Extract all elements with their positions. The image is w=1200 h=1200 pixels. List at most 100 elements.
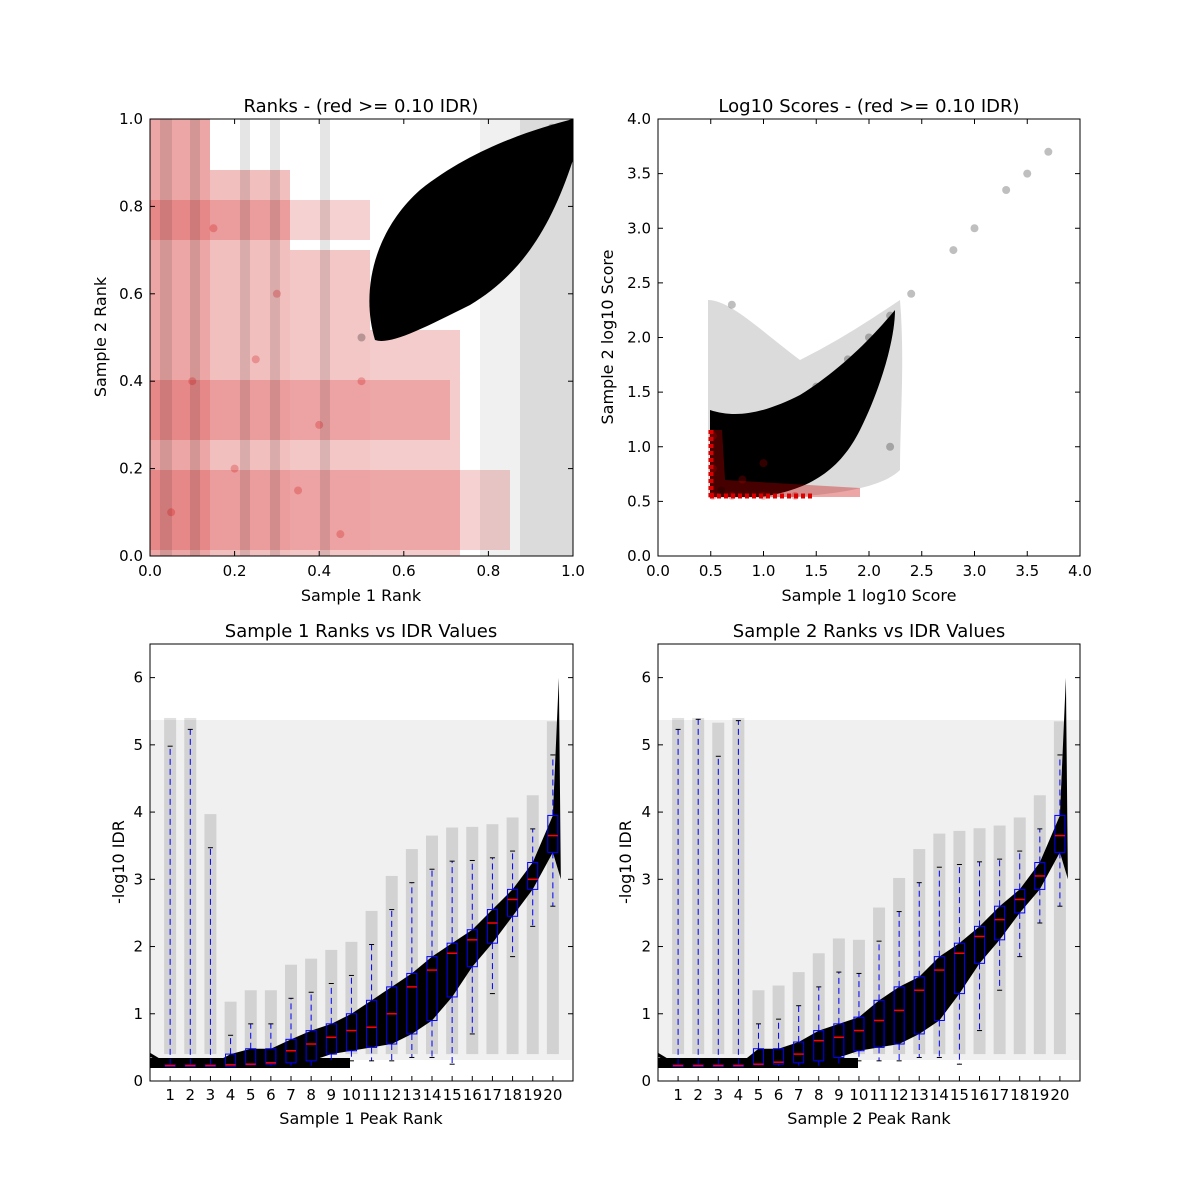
x-tick-label: 17	[990, 1086, 1009, 1104]
x-tick-label: 5	[754, 1086, 764, 1104]
box-14	[933, 866, 945, 1058]
x-tick-label: 7	[286, 1086, 296, 1104]
red-band-h3	[150, 470, 510, 550]
box-7	[793, 1005, 805, 1067]
x-tick-label: 14	[930, 1086, 949, 1104]
scatter-point-pass	[526, 167, 535, 176]
sample1-grey-scatter	[150, 720, 573, 1060]
category-scatter-column	[164, 717, 177, 1055]
scatter-point-fail	[759, 491, 768, 500]
box-body	[527, 862, 539, 890]
y-tick-label: 0.4	[119, 372, 143, 390]
box-body	[325, 1023, 337, 1055]
y-tick-label: 1.5	[627, 383, 651, 401]
box-body	[406, 972, 418, 1035]
box-8	[813, 986, 825, 1067]
ranks-y-label: Sample 2 Rank	[91, 276, 110, 397]
y-tick-label: 0.5	[627, 492, 651, 510]
box-body	[486, 909, 498, 944]
category-scatter-column	[264, 990, 277, 1055]
x-tick-label: 13	[402, 1086, 421, 1104]
sample1-box-panel: 1 2 3 4 5 6 7 8 9 10 11 12 13 14 15 16 17 18 19 20 0123456 …	[109, 621, 574, 1128]
box-4	[225, 1034, 237, 1067]
y-tick-label: 6	[133, 669, 143, 687]
scatter-point-fail	[188, 377, 197, 386]
box-body	[386, 986, 398, 1045]
y-tick-label: 1.0	[627, 438, 651, 456]
scatter-point-fail	[272, 289, 281, 298]
category-scatter-column	[184, 717, 197, 1055]
y-tick-label: 0.0	[119, 547, 143, 565]
scatter-point-pass	[812, 382, 821, 391]
box-16	[974, 861, 986, 1032]
scatter-point-pass	[949, 246, 958, 255]
y-tick-label: 1	[133, 1005, 143, 1023]
box-17	[994, 858, 1006, 991]
ranks-red-band-layer	[150, 119, 510, 556]
x-tick-label: 3.0	[963, 562, 987, 580]
scatter-point-fail	[708, 491, 717, 500]
box-body	[265, 1048, 277, 1065]
x-tick-label: 8	[306, 1086, 316, 1104]
x-tick-label: 0.0	[138, 562, 162, 580]
category-scatter-column	[1033, 795, 1046, 1055]
box-body	[446, 942, 458, 998]
box-2	[692, 718, 704, 1067]
sample1-plot-area	[150, 677, 573, 1068]
scatter-point-pass	[886, 442, 895, 451]
y-tick-label: 6	[641, 669, 651, 687]
y-tick-label: 0.0	[627, 547, 651, 565]
scatter-point-pass	[843, 355, 852, 364]
scatter-point-fail	[230, 464, 239, 473]
y-tick-label: 2.0	[627, 329, 651, 347]
box-body	[793, 1041, 805, 1064]
sample2-y-label: -log10 IDR	[616, 820, 635, 904]
box-20	[547, 754, 559, 907]
box-body	[893, 986, 905, 1045]
ranks-y-ticks: 0.0 0.2 0.4 0.6 0.8 1.0	[119, 110, 573, 565]
box-body	[833, 1023, 845, 1058]
scatter-point-pass	[526, 136, 535, 145]
scatter-point-pass	[1002, 186, 1011, 195]
sample1-x-label: Sample 1 Peak Rank	[279, 1109, 443, 1128]
box-body	[1054, 814, 1066, 853]
x-tick-label: 18	[503, 1086, 522, 1104]
box-9	[833, 971, 845, 1065]
sample2-title: Sample 2 Ranks vs IDR Values	[733, 621, 1005, 642]
scatter-point-fail	[209, 224, 218, 233]
scatter-point-pass	[442, 202, 451, 211]
red-band-v2	[210, 170, 290, 556]
box-body	[225, 1053, 237, 1067]
box-body	[994, 905, 1006, 941]
box-12	[893, 911, 905, 1062]
x-tick-label: 15	[443, 1086, 462, 1104]
x-tick-label: 19	[1030, 1086, 1049, 1104]
sample1-y-label: -log10 IDR	[109, 820, 128, 904]
x-tick-label: 10	[342, 1086, 361, 1104]
scatter-point-pass	[399, 246, 408, 255]
y-tick-label: 3.0	[627, 219, 651, 237]
sample1-x-ticks: 1 2 3 4 5 6 7 8 9 10 11 12 13 14 15 16 17 18 19 20	[165, 1076, 562, 1104]
sample2-box-panel: 1 2 3 4 5 6 7 8 9 10 11 12 13 14 15 16 17 18 19 20 0123456 …	[616, 621, 1081, 1128]
scatter-point-pass	[420, 224, 429, 233]
y-tick-label: 5	[641, 736, 651, 754]
box-body	[345, 1013, 357, 1052]
box-11	[366, 944, 378, 1062]
y-tick-label: 0.2	[119, 460, 143, 478]
sample1-title: Sample 1 Ranks vs IDR Values	[225, 621, 497, 642]
x-tick-label: 14	[422, 1086, 441, 1104]
scatter-point-pass	[865, 333, 873, 342]
box-1	[164, 745, 176, 1067]
box-19	[527, 828, 539, 927]
y-tick-label: 4.0	[627, 110, 651, 128]
sample2-y-ticks: 0 1 2 3 4 5 6	[641, 669, 1080, 1090]
scores-x-label: Sample 1 log10 Score	[782, 586, 957, 605]
sample2-grey-scatter	[658, 720, 1080, 1060]
box-7	[285, 997, 297, 1067]
box-9	[325, 983, 337, 1065]
ranks-x-label: Sample 1 Rank	[301, 586, 422, 605]
box-body	[507, 888, 519, 917]
x-tick-label: 2.0	[857, 562, 881, 580]
scatter-point-pass	[727, 300, 736, 309]
